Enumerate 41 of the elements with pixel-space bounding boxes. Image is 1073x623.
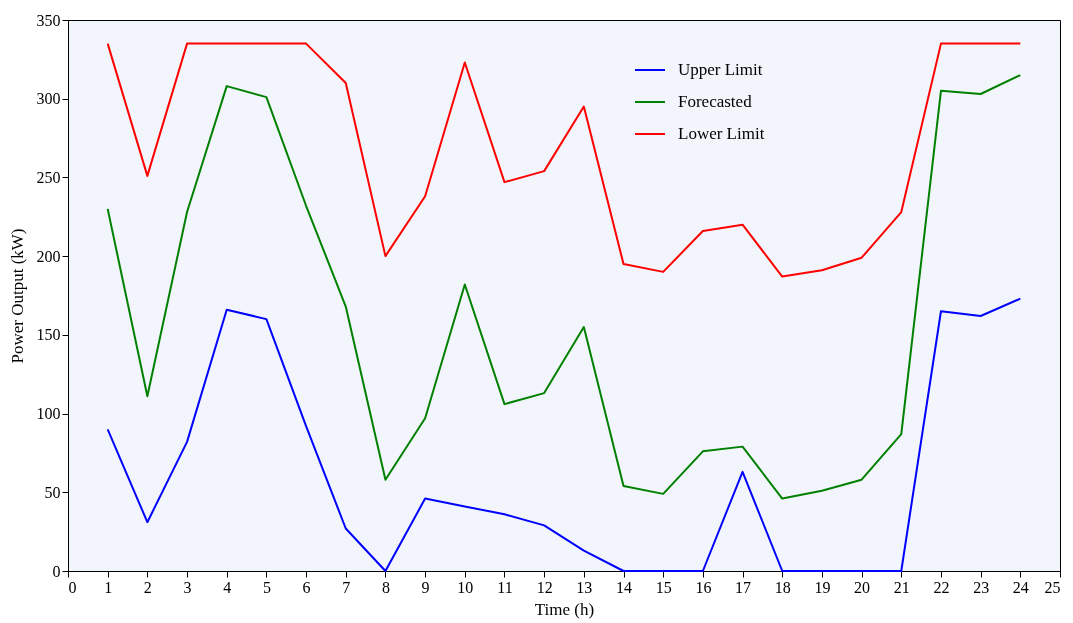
y-axis-title: Power Output (kW)	[7, 228, 27, 364]
x-tick-label: 4	[223, 578, 232, 596]
x-tick-label: 20	[854, 578, 871, 596]
x-tick-label: 3	[183, 578, 192, 596]
x-tick-label: 1	[104, 578, 113, 596]
legend-label: Lower Limit	[678, 124, 765, 143]
legend-label: Upper Limit	[678, 60, 763, 79]
x-tick-label: 14	[616, 578, 633, 596]
x-tick-label: 17	[735, 578, 752, 596]
x-tick-label: 19	[814, 578, 831, 596]
x-tick-label: 22	[933, 578, 950, 596]
x-tick-label: 13	[576, 578, 593, 596]
y-tick-label: 350	[36, 11, 61, 29]
x-tick-label: 24	[1012, 578, 1029, 596]
x-tick-label: 25	[1044, 578, 1061, 596]
y-tick-label: 300	[36, 90, 61, 108]
y-tick-label: 100	[36, 405, 61, 423]
y-tick-label: 200	[36, 247, 61, 265]
x-tick-label: 16	[695, 578, 712, 596]
x-tick-label: 7	[342, 578, 351, 596]
x-tick-label: 15	[655, 578, 672, 596]
x-tick-label: 10	[457, 578, 474, 596]
x-tick-label: 12	[536, 578, 553, 596]
x-tick-label: 9	[421, 578, 430, 596]
x-tick-label: 2	[143, 578, 152, 596]
y-tick-label: 0	[52, 562, 61, 580]
x-tick-label: 18	[774, 578, 791, 596]
y-tick-label: 150	[36, 326, 61, 344]
x-axis-title: Time (h)	[534, 599, 595, 619]
x-tick-label: 21	[893, 578, 910, 596]
line-series	[106, 297, 1022, 572]
y-tick-label: 50	[44, 483, 61, 501]
x-tick-label: 0	[68, 578, 77, 596]
x-tick-label: 6	[302, 578, 311, 596]
x-tick-label: 5	[262, 578, 271, 596]
x-tick-label: 11	[497, 578, 513, 596]
legend-label: Forecasted	[678, 92, 753, 111]
y-tick-label: 250	[36, 168, 61, 186]
x-tick-label: 8	[381, 578, 390, 596]
x-tick-label: 23	[973, 578, 990, 596]
line-series	[106, 42, 1022, 278]
